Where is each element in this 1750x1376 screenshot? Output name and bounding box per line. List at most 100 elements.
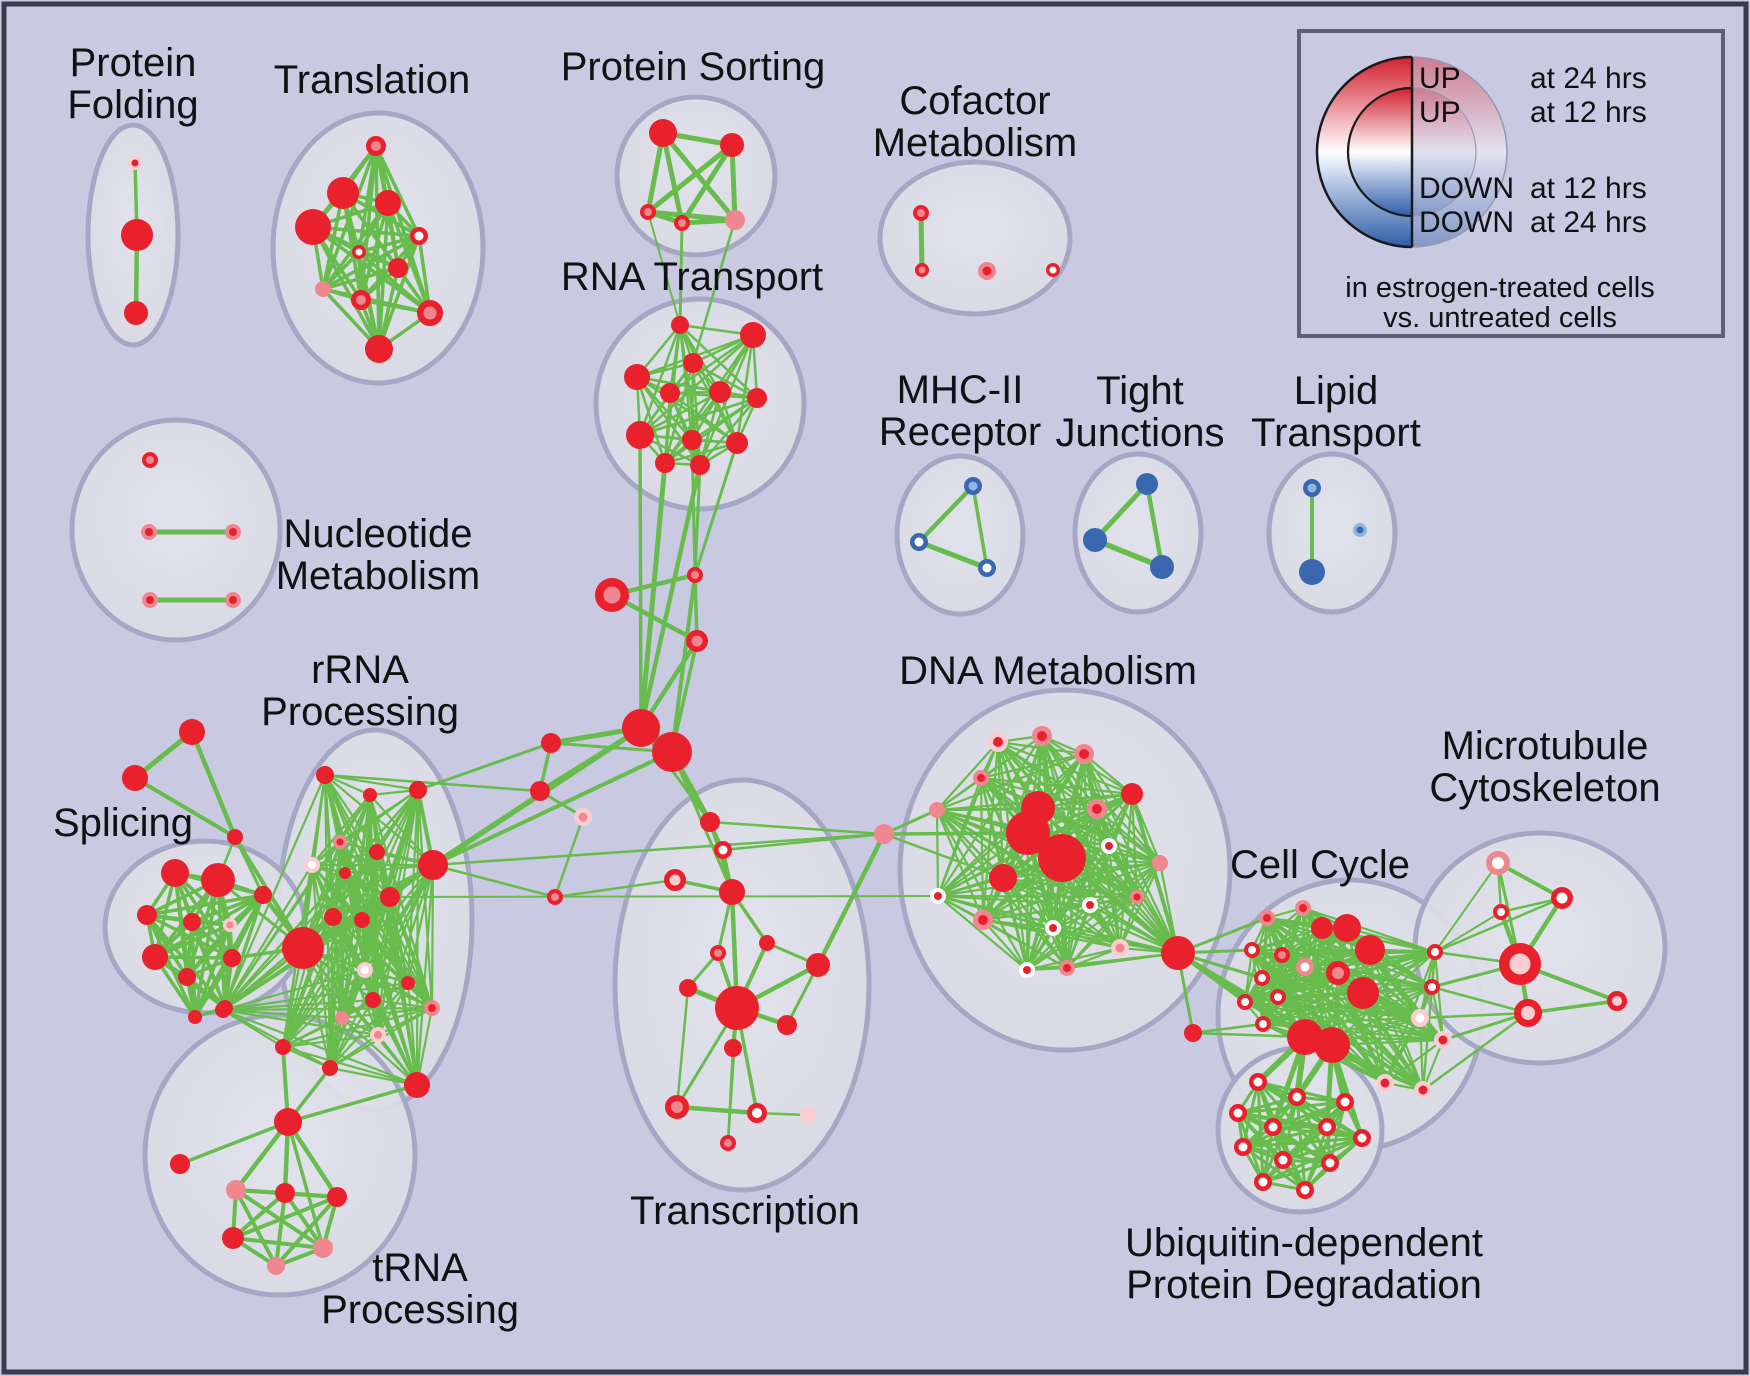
network-node-dm8[interactable]: [1038, 834, 1086, 882]
network-node-tx9[interactable]: [777, 1015, 797, 1035]
network-node-ub3[interactable]: [1336, 1093, 1354, 1111]
network-node-rt8[interactable]: [626, 421, 654, 449]
network-node-lt1[interactable]: [1303, 479, 1321, 497]
network-node-rr6[interactable]: [369, 844, 385, 860]
network-node-c1[interactable]: [227, 829, 243, 845]
network-node-mh3[interactable]: [978, 559, 996, 577]
network-node-cc9[interactable]: [1255, 1016, 1271, 1032]
network-node-ti[interactable]: [170, 1154, 190, 1174]
network-node-rrh[interactable]: [282, 927, 324, 969]
network-node-cc6[interactable]: [1254, 970, 1270, 986]
network-node-rt6[interactable]: [709, 381, 731, 403]
network-node-tr3[interactable]: [375, 190, 401, 216]
network-node-mt4[interactable]: [1499, 943, 1541, 985]
network-node-dm17[interactable]: [973, 910, 993, 930]
network-node-sp2[interactable]: [201, 863, 235, 897]
network-node-tx4[interactable]: [719, 879, 745, 905]
network-node-rr14[interactable]: [424, 1000, 440, 1016]
network-node-ub4[interactable]: [1229, 1104, 1247, 1122]
network-node-dm10[interactable]: [1121, 783, 1143, 805]
network-node-rt5[interactable]: [660, 383, 680, 403]
network-node-txl[interactable]: [547, 889, 563, 905]
network-node-rr9[interactable]: [324, 908, 342, 926]
network-node-ub7[interactable]: [1353, 1129, 1371, 1147]
network-node-dm2[interactable]: [1032, 726, 1052, 746]
network-node-tx13[interactable]: [800, 1107, 816, 1123]
network-node-rr4[interactable]: [333, 835, 347, 849]
network-node-cc7[interactable]: [1270, 989, 1286, 1005]
network-node-dm12[interactable]: [1101, 838, 1117, 854]
network-node-nm3[interactable]: [225, 524, 241, 540]
network-node-tx8[interactable]: [806, 953, 830, 977]
network-node-nm1[interactable]: [142, 452, 158, 468]
network-node-dm16[interactable]: [930, 888, 946, 904]
network-node-dm3[interactable]: [1074, 744, 1094, 764]
network-node-lt2[interactable]: [1299, 559, 1325, 585]
network-node-rr8[interactable]: [380, 887, 400, 907]
network-node-mt1[interactable]: [1486, 851, 1510, 875]
network-node-ub2[interactable]: [1288, 1088, 1306, 1106]
network-node-tr9[interactable]: [351, 290, 371, 310]
network-node-sp10[interactable]: [188, 1010, 202, 1024]
network-node-mt5[interactable]: [1514, 999, 1542, 1027]
network-node-dm21[interactable]: [1111, 939, 1129, 957]
network-node-dmh[interactable]: [1161, 936, 1195, 970]
network-node-dm9[interactable]: [989, 864, 1017, 892]
network-node-tx5[interactable]: [759, 935, 775, 951]
network-node-th[interactable]: [274, 1108, 302, 1136]
network-node-lt3[interactable]: [1353, 523, 1367, 537]
network-node-cc3[interactable]: [1244, 942, 1260, 958]
network-node-tr1[interactable]: [366, 136, 386, 156]
network-node-bx1[interactable]: [874, 824, 894, 844]
network-node-nm4[interactable]: [142, 592, 158, 608]
network-node-ps2[interactable]: [720, 133, 744, 157]
network-node-rr10[interactable]: [354, 912, 370, 928]
network-node-rr7[interactable]: [339, 867, 351, 879]
network-node-pf2[interactable]: [121, 219, 153, 251]
network-node-sp5[interactable]: [223, 918, 237, 932]
network-node-ub1[interactable]: [1249, 1073, 1267, 1091]
network-node-pf1[interactable]: [128, 156, 142, 170]
network-node-tr6[interactable]: [352, 245, 366, 259]
network-node-sp8[interactable]: [178, 968, 196, 986]
network-node-rt10[interactable]: [726, 432, 748, 454]
network-node-cc11[interactable]: [1333, 914, 1361, 942]
network-node-t2[interactable]: [122, 765, 148, 791]
network-node-rr5[interactable]: [304, 857, 320, 873]
network-node-pf3[interactable]: [124, 301, 148, 325]
network-node-tr10[interactable]: [417, 300, 443, 326]
network-node-mt2[interactable]: [1551, 887, 1573, 909]
network-node-dm15[interactable]: [1082, 897, 1098, 913]
network-node-cc17[interactable]: [1427, 944, 1443, 960]
network-node-rt12[interactable]: [690, 455, 710, 475]
network-node-tx7[interactable]: [679, 979, 697, 997]
network-node-ub11[interactable]: [1254, 1173, 1272, 1191]
network-node-mh1[interactable]: [964, 477, 982, 495]
network-node-tr8[interactable]: [315, 281, 331, 297]
network-node-ub10[interactable]: [1321, 1154, 1339, 1172]
network-node-rr12[interactable]: [401, 976, 415, 990]
network-node-rr20[interactable]: [215, 1002, 231, 1018]
network-node-cc18[interactable]: [1424, 979, 1440, 995]
network-node-tx10[interactable]: [724, 1039, 742, 1057]
network-node-cc21[interactable]: [1376, 1074, 1394, 1092]
network-node-cc2[interactable]: [1295, 900, 1311, 916]
network-node-ub12[interactable]: [1296, 1181, 1314, 1199]
network-node-sp4[interactable]: [183, 913, 201, 931]
network-node-cc14[interactable]: [1347, 977, 1379, 1009]
network-node-hub2[interactable]: [652, 732, 692, 772]
network-node-tr7[interactable]: [388, 258, 408, 278]
network-node-hub1[interactable]: [622, 709, 660, 747]
network-node-ps5[interactable]: [725, 210, 745, 230]
network-node-nm5[interactable]: [225, 592, 241, 608]
network-node-tl2[interactable]: [530, 781, 550, 801]
network-node-tx2[interactable]: [714, 841, 732, 859]
network-node-tr5[interactable]: [410, 227, 428, 245]
network-node-tn1[interactable]: [226, 1180, 246, 1200]
network-node-rr11[interactable]: [357, 962, 373, 978]
network-node-rr18[interactable]: [322, 1060, 338, 1076]
network-node-rr15[interactable]: [335, 1011, 349, 1025]
network-node-tx14[interactable]: [720, 1135, 736, 1151]
network-node-rt3[interactable]: [683, 353, 703, 373]
network-node-rr1[interactable]: [316, 766, 334, 784]
